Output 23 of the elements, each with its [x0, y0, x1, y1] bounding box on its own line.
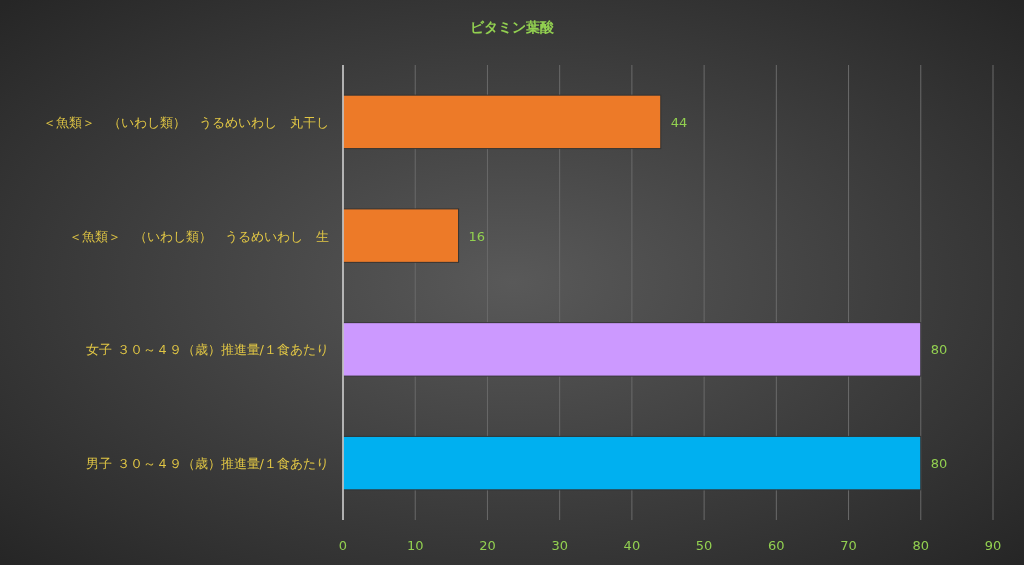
data-label: 80: [930, 456, 948, 472]
bar: [342, 208, 460, 263]
x-tick-label: 30: [551, 538, 568, 553]
y-tick-label: ＜魚類＞ （いわし類） うるめいわし 生: [69, 228, 329, 244]
bar: [342, 94, 662, 150]
data-label: 44: [670, 114, 688, 130]
y-tick-label: 女子 ３０～４９（歳）推進量/１食あたり: [86, 342, 329, 358]
x-tick-label: 40: [623, 538, 641, 553]
x-tick-label: 80: [912, 538, 930, 553]
bar: [342, 322, 922, 377]
x-tick-label: 70: [840, 538, 857, 553]
x-tick-label: 20: [479, 538, 496, 553]
x-tick-label: 10: [406, 538, 424, 553]
x-tick-label: 50: [695, 538, 713, 553]
bar: [342, 435, 922, 491]
y-tick-label: ＜魚類＞ （いわし類） うるめいわし 丸干し: [43, 114, 329, 130]
chart-title: ビタミン葉酸: [470, 19, 555, 35]
y-tick-label: 男子 ３０～４９（歳）推進量/１食あたり: [86, 456, 329, 472]
data-label: 16: [468, 228, 486, 244]
x-tick-label: 0: [338, 538, 348, 553]
data-label: 80: [930, 342, 948, 358]
x-tick-label: 90: [984, 538, 1002, 553]
x-tick-label: 60: [768, 538, 785, 553]
